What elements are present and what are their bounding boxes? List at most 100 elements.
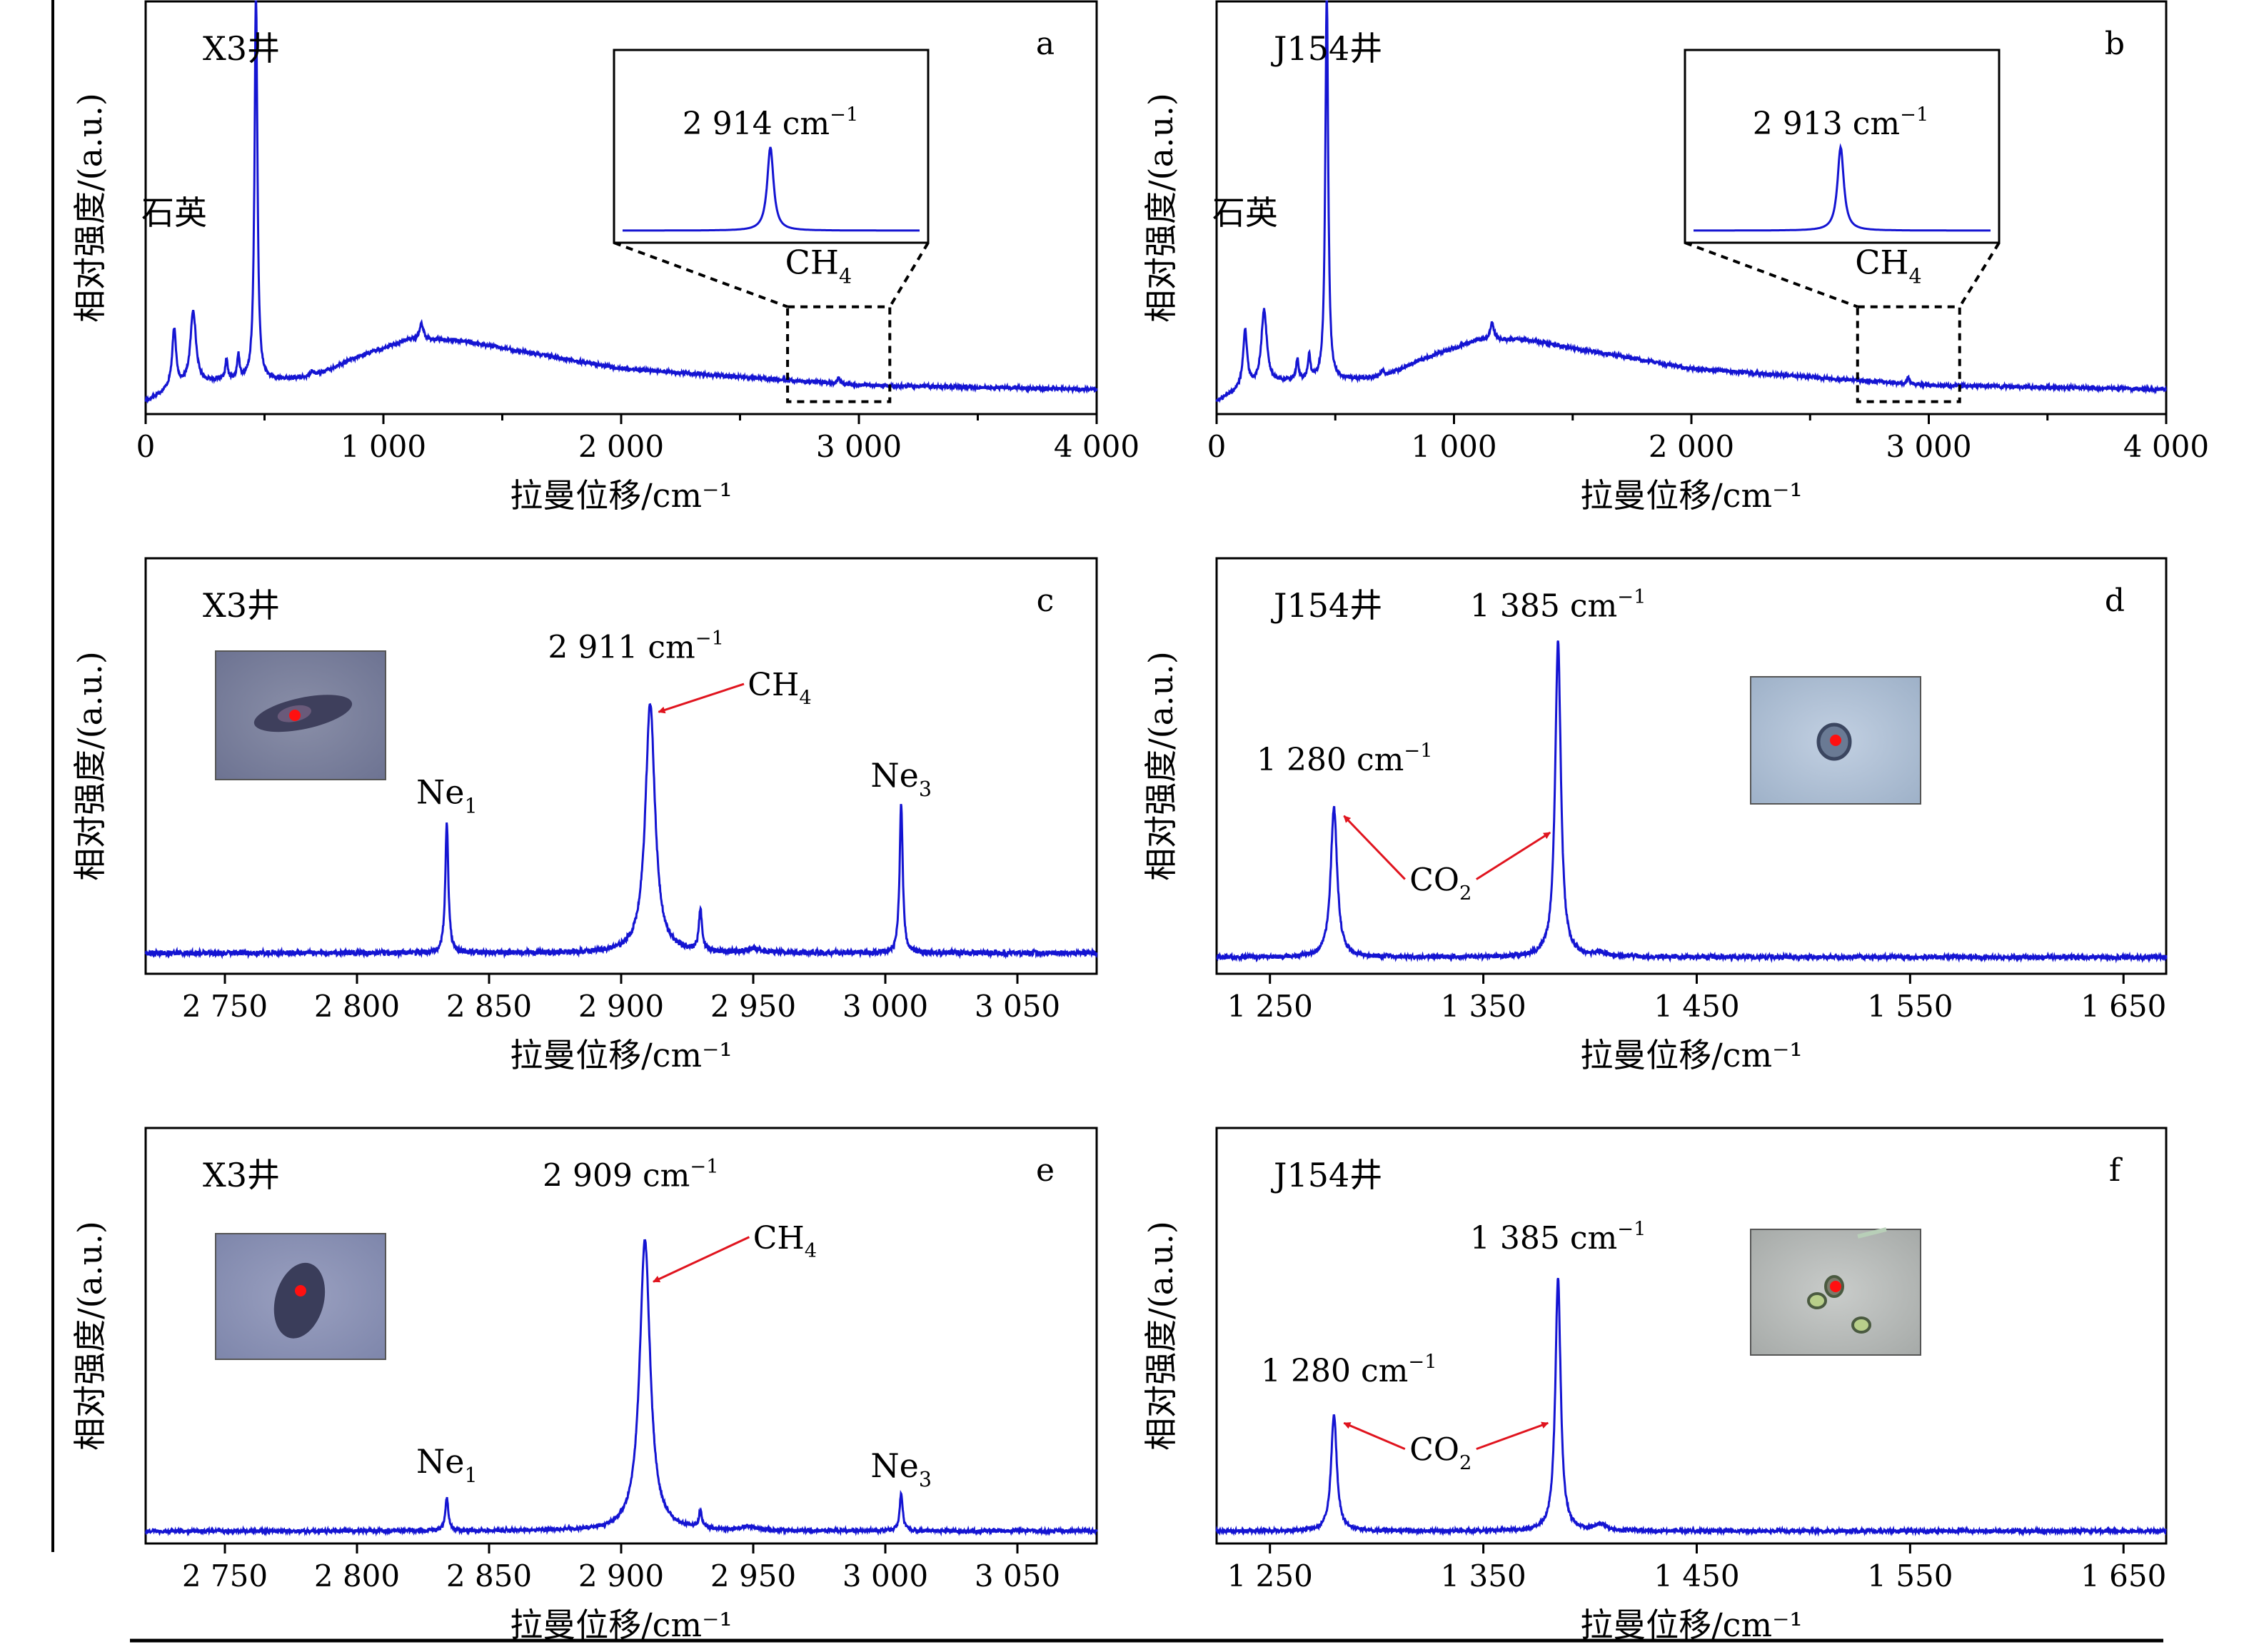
well-name: J154井 [1271, 29, 1382, 68]
peak-value-label: 1 280 cm−1 [1261, 1351, 1437, 1389]
panel-letter: f [2109, 1152, 2123, 1189]
zoom-box [1856, 305, 1961, 403]
x-tick-label: 2 750 [182, 989, 268, 1024]
x-tick-label: 4 000 [1054, 429, 1139, 464]
peak-value-label: 2 911 cm−1 [548, 628, 724, 665]
x-tick-label: 1 350 [1440, 989, 1526, 1024]
zoom-connector-right [888, 241, 930, 308]
zoom-connector-right [1958, 241, 2001, 308]
x-tick-label: 1 350 [1440, 1558, 1526, 1593]
x-tick-label: 2 850 [446, 989, 532, 1024]
x-tick-label: 2 950 [710, 1558, 796, 1593]
x-tick-label: 3 000 [816, 429, 902, 464]
zoom-connector-left [1684, 241, 1858, 308]
x-tick-label: 1 550 [1867, 989, 1953, 1024]
panel-letter: a [1036, 26, 1055, 62]
x-axis-label: 拉曼位移/cm⁻¹ [510, 1606, 733, 1644]
panel-letter: d [2105, 583, 2125, 619]
panel-e: 2 750 2 800 2 850 2 900 2 950 3 000 3 050 拉曼位移/… [71, 1127, 1098, 1644]
annotation-arrow [658, 683, 745, 714]
spectrum-line [1215, 1277, 2168, 1537]
peak-annotation: Ne1 [416, 1442, 478, 1487]
x-tick-label: 2 800 [314, 989, 400, 1024]
peak-annotation: Ne3 [870, 1446, 932, 1491]
peak-value-label: 2 909 cm−1 [543, 1156, 719, 1194]
x-tick-label: 2 900 [578, 989, 664, 1024]
x-tick-label: 2 000 [1649, 429, 1734, 464]
inclusion-shape [1851, 1316, 1871, 1334]
panel-f: 1 250 1 350 1 450 1 550 1 650 拉曼位移/cm⁻¹ 相对强度/(… [1142, 1127, 2168, 1644]
x-axis-label: 拉曼位移/cm⁻¹ [510, 1036, 733, 1074]
peak-annotation: 石英 [1212, 193, 1278, 232]
x-tick-label: 2 750 [182, 1558, 268, 1593]
peak-annotation: Ne1 [416, 772, 478, 817]
spectrum-line [144, 0, 1098, 404]
inset: 2 914 cm−1 [613, 49, 930, 244]
inset-frame [613, 49, 930, 244]
x-tick-label: 1 000 [341, 429, 426, 464]
x-tick-label: 0 [136, 429, 156, 464]
y-axis-label: 相对强度/(a.u.) [1142, 93, 1180, 323]
laser-spot-marker [295, 1285, 306, 1296]
annotation-arrow [653, 1236, 750, 1283]
x-tick-label: 1 450 [1654, 1558, 1739, 1593]
y-axis-label: 相对强度/(a.u.) [71, 1221, 109, 1451]
x-tick-label: 3 000 [1886, 429, 1971, 464]
x-tick-label: 3 050 [975, 1558, 1060, 1593]
plot-frame [1215, 557, 2168, 975]
panel-letter: b [2105, 26, 2125, 62]
x-tick-label: 0 [1207, 429, 1227, 464]
panel-a: 0 1 000 2 000 3 000 4 000 拉曼位移/cm⁻¹ 相对强度/(a.u.… [71, 0, 1139, 515]
x-axis-label: 拉曼位移/cm⁻¹ [510, 476, 733, 515]
x-axis-label: 拉曼位移/cm⁻¹ [1580, 1036, 1803, 1074]
peak-value-label: 1 280 cm−1 [1257, 740, 1433, 777]
zoom-connector-left [613, 241, 788, 308]
x-tick-label: 3 000 [842, 989, 928, 1024]
x-tick-label: 2 900 [578, 1558, 664, 1593]
y-axis-label: 相对强度/(a.u.) [71, 93, 109, 323]
panels-group: 0 1 000 2 000 3 000 4 000 拉曼位移/cm⁻¹ 相对强度/(a.u.… [71, 0, 2209, 1644]
y-axis-label: 相对强度/(a.u.) [1142, 651, 1180, 881]
inclusion-shape [273, 1262, 326, 1339]
inset-frame [1684, 49, 2001, 244]
x-axis-label: 拉曼位移/cm⁻¹ [1580, 476, 1803, 515]
x-tick-label: 1 000 [1411, 429, 1496, 464]
inclusion-photo [215, 1233, 386, 1360]
inset-peak-label: 2 913 cm−1 [1753, 104, 1929, 142]
spectrum-line [144, 1239, 1098, 1537]
peak-annotation: Ne3 [870, 756, 932, 801]
arrow-label: CH4 [753, 1220, 817, 1262]
laser-spot-marker [1830, 1281, 1841, 1292]
well-name: J154井 [1271, 586, 1382, 625]
spectrum-line [144, 702, 1098, 960]
peak-value-label: 1 385 cm−1 [1470, 1218, 1646, 1256]
arrow-label: CH4 [748, 667, 811, 709]
panel-letter: c [1037, 583, 1055, 619]
zoom-box [786, 305, 892, 403]
photo-streak [1857, 1227, 1887, 1239]
x-axis-label: 拉曼位移/cm⁻¹ [1580, 1606, 1803, 1644]
x-tick-label: 1 450 [1654, 989, 1739, 1024]
y-axis-label: 相对强度/(a.u.) [1142, 1221, 1180, 1451]
peak-annotation: CH4 [785, 243, 852, 288]
inset-peak-label: 2 914 cm−1 [683, 104, 859, 142]
well-name: X3井 [203, 29, 280, 68]
x-tick-label: 1 550 [1867, 1558, 1953, 1593]
inset-spectrum-line [1694, 143, 1991, 232]
inclusion-photo [1750, 1227, 1921, 1356]
laser-spot-marker [1830, 735, 1841, 746]
annotation-arrow [1343, 1421, 1406, 1450]
x-tick-label: 2 000 [578, 429, 664, 464]
spectrum-line [1216, 640, 2168, 964]
x-tick-label: 1 650 [2081, 1558, 2166, 1593]
panel-d: 1 250 1 350 1 450 1 550 1 650 拉曼位移/cm⁻¹ 相对强度/(… [1142, 557, 2168, 1074]
spectrum-line [1215, 0, 2167, 403]
x-tick-label: 1 650 [2081, 989, 2166, 1024]
x-tick-label: 4 000 [2123, 429, 2209, 464]
photo-background [1750, 1229, 1921, 1356]
x-tick-label: 3 000 [842, 1558, 928, 1593]
well-name: X3井 [203, 1156, 280, 1194]
well-name: J154井 [1271, 1156, 1382, 1194]
panel-b: 0 1 000 2 000 3 000 4 000 拉曼位移/cm⁻¹ 相对强度/(a.u.… [1142, 0, 2209, 515]
